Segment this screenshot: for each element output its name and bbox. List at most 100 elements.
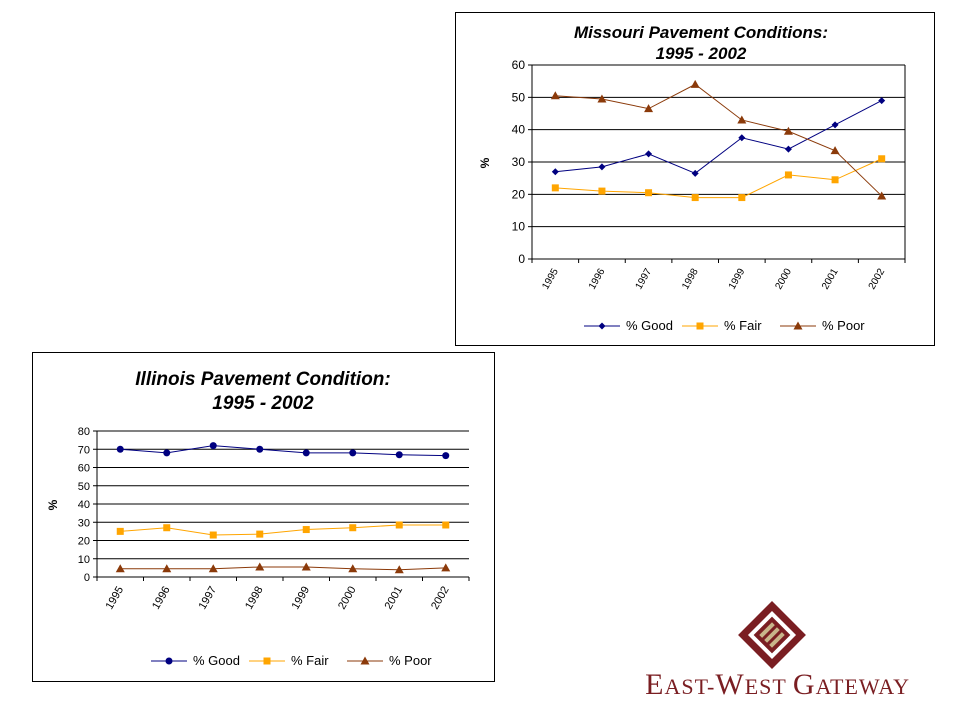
y-tick-label: 30 <box>512 155 526 169</box>
east-west-gateway-logo: EAST-WEST GATEWAY <box>610 600 940 710</box>
y-tick-label: 50 <box>512 90 526 104</box>
legend-label: % Poor <box>389 653 432 668</box>
data-point <box>831 121 839 129</box>
data-point <box>784 171 792 179</box>
legend-label: % Poor <box>822 318 865 333</box>
illinois-chart: Illinois Pavement Condition: 1995 - 2002… <box>32 352 495 682</box>
east-west-gateway-diamond-icon <box>738 601 806 669</box>
legend-label: % Fair <box>291 653 329 668</box>
x-tick-label: 1999 <box>727 266 748 291</box>
data-point <box>301 562 311 571</box>
x-tick-label: 2001 <box>820 266 841 291</box>
legend-marker <box>263 657 271 665</box>
data-point <box>690 79 700 88</box>
data-point <box>784 145 792 153</box>
data-point <box>645 189 653 197</box>
y-tick-label: 10 <box>512 220 526 234</box>
data-point <box>209 531 217 539</box>
data-point <box>349 449 357 457</box>
legend-label: % Good <box>626 318 673 333</box>
logo-wordmark: EAST-WEST GATEWAY <box>645 668 910 701</box>
x-tick-label: 1996 <box>150 584 173 611</box>
data-point <box>116 527 124 535</box>
data-point <box>441 563 451 572</box>
data-point <box>691 169 699 177</box>
data-point <box>208 564 218 573</box>
data-point <box>163 449 171 457</box>
legend-marker <box>793 321 803 330</box>
illinois-chart-subtitle: 1995 - 2002 <box>212 393 314 414</box>
series-1 <box>116 521 450 539</box>
data-point <box>256 445 264 453</box>
data-point <box>256 530 264 538</box>
legend-marker <box>598 322 606 330</box>
data-point <box>831 176 839 184</box>
legend-label: % Fair <box>724 318 762 333</box>
y-tick-label: 80 <box>78 426 90 438</box>
legend-marker <box>360 656 370 665</box>
x-tick-label: 1997 <box>634 266 655 291</box>
missouri-chart-subtitle: 1995 - 2002 <box>656 44 747 63</box>
x-tick-label: 1996 <box>587 266 608 291</box>
data-point <box>255 562 265 571</box>
data-point <box>691 194 699 202</box>
data-point <box>162 564 172 573</box>
series-line <box>555 158 882 199</box>
x-tick-label: 2002 <box>867 266 888 291</box>
x-tick-label: 1998 <box>243 584 266 611</box>
data-point <box>551 184 559 192</box>
data-point <box>878 97 886 105</box>
data-point <box>644 104 654 113</box>
chart-legend: % Good % Fair % Poor <box>151 653 432 668</box>
data-point <box>878 155 886 163</box>
data-point <box>209 442 217 450</box>
data-point <box>302 449 310 457</box>
missouri-chart: Missouri Pavement Conditions: 1995 - 200… <box>455 12 935 346</box>
y-tick-label: 0 <box>518 252 525 266</box>
x-tick-label: 2000 <box>336 584 359 611</box>
series-line <box>120 445 446 457</box>
data-point <box>738 134 746 142</box>
data-point <box>738 194 746 202</box>
x-tick-label: 2001 <box>383 584 406 611</box>
missouri-chart-title: Missouri Pavement Conditions: <box>574 23 828 42</box>
series-1 <box>551 155 886 202</box>
series-2 <box>550 79 887 200</box>
data-point <box>550 91 560 100</box>
data-point <box>877 191 887 200</box>
x-tick-label: 1999 <box>290 584 313 611</box>
data-point <box>302 526 310 534</box>
missouri-y-axis-label: % <box>478 157 492 168</box>
series-line <box>555 100 882 174</box>
data-point <box>394 565 404 574</box>
y-tick-label: 20 <box>512 187 526 201</box>
data-point <box>115 564 125 573</box>
data-point <box>830 146 840 155</box>
data-point <box>737 115 747 124</box>
series-0 <box>551 97 886 177</box>
y-tick-label: 50 <box>78 481 90 493</box>
y-tick-label: 40 <box>512 123 526 137</box>
data-point <box>395 451 403 459</box>
y-tick-label: 30 <box>78 517 90 529</box>
legend-label: % Good <box>193 653 240 668</box>
x-tick-label: 1995 <box>104 584 127 611</box>
series-2 <box>115 562 451 574</box>
series-line <box>120 524 446 536</box>
data-point <box>348 564 358 573</box>
x-tick-label: 1997 <box>197 584 220 611</box>
y-tick-label: 0 <box>84 572 90 584</box>
x-tick-label: 1998 <box>680 266 701 291</box>
data-point <box>349 524 357 532</box>
y-tick-label: 70 <box>78 444 90 456</box>
y-tick-label: 40 <box>78 499 90 511</box>
y-tick-label: 10 <box>78 554 90 566</box>
x-tick-label: 2000 <box>773 266 794 291</box>
y-tick-label: 60 <box>512 58 526 72</box>
data-point <box>645 150 653 158</box>
series-0 <box>116 442 450 460</box>
data-point <box>442 521 450 529</box>
illinois-chart-title: Illinois Pavement Condition: <box>135 369 390 390</box>
data-point <box>598 187 606 195</box>
legend-marker <box>696 322 704 330</box>
